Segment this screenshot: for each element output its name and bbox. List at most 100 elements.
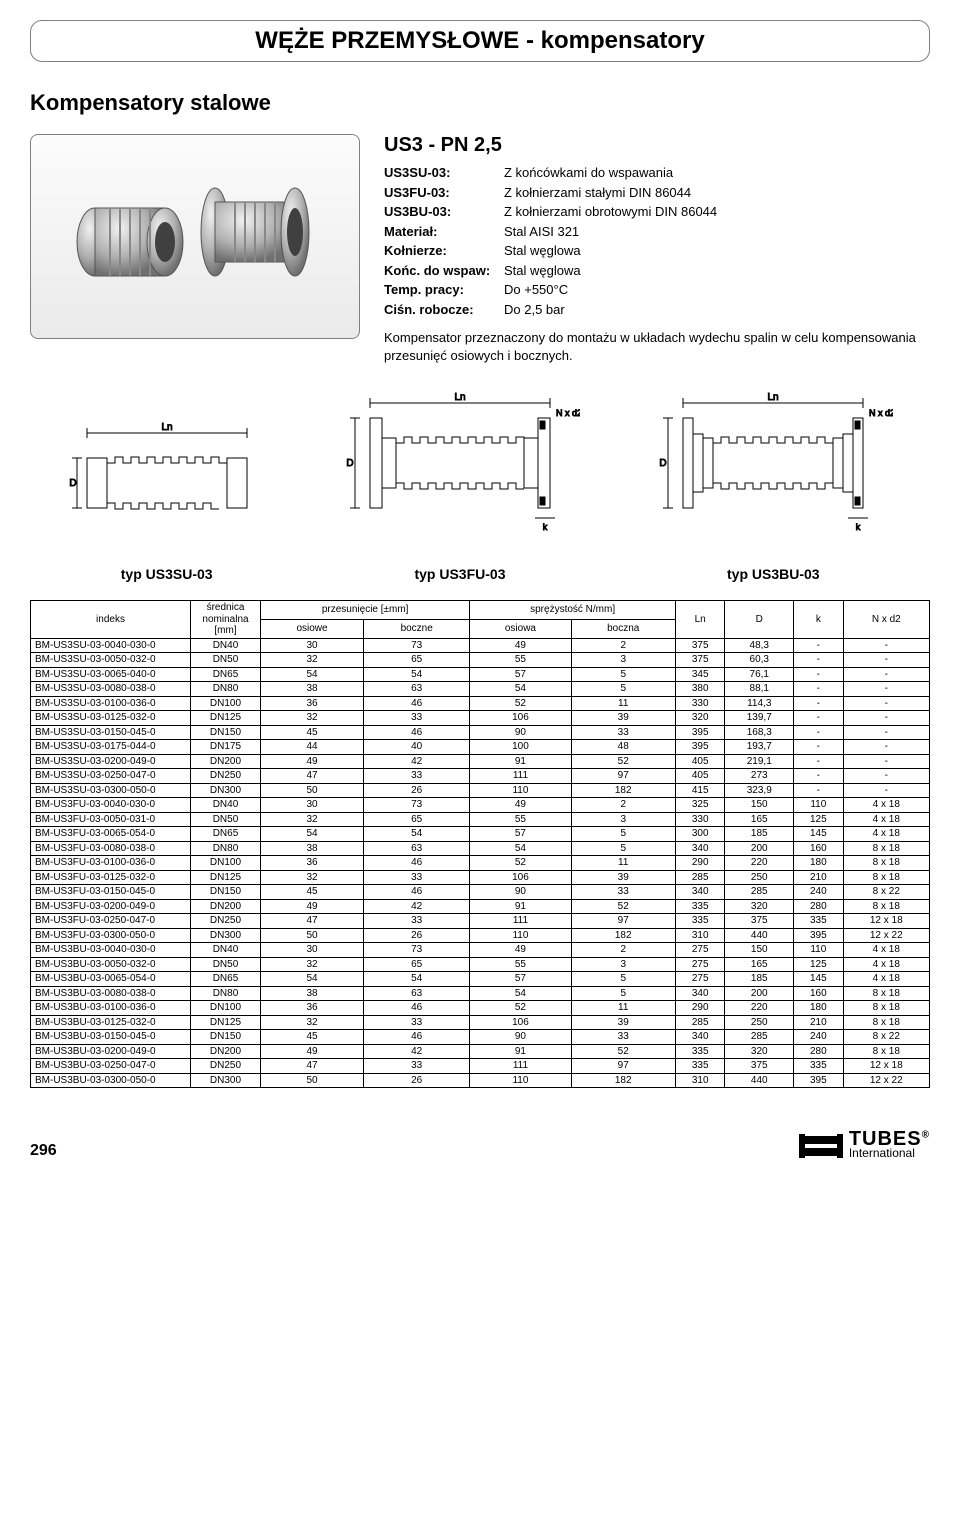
table-cell: 54 (470, 841, 571, 856)
table-cell: 240 (794, 1030, 844, 1045)
table-cell: 335 (794, 1059, 844, 1074)
table-cell: 250 (725, 1015, 794, 1030)
table-cell: 219,1 (725, 754, 794, 769)
svg-text:Ln: Ln (768, 392, 779, 403)
table-cell: DN100 (191, 1001, 261, 1016)
table-cell: 36 (261, 856, 364, 871)
table-cell: 33 (571, 1030, 675, 1045)
table-cell: BM-US3BU-03-0150-045-0 (31, 1030, 191, 1045)
table-cell: 330 (675, 812, 725, 827)
table-cell: 36 (261, 1001, 364, 1016)
table-cell: 50 (261, 783, 364, 798)
table-cell: 50 (261, 1073, 364, 1088)
table-cell: 3 (571, 653, 675, 668)
table-cell: 26 (364, 1073, 470, 1088)
table-cell: - (794, 783, 844, 798)
diagram-3: Ln N x d2 D k ty (653, 388, 893, 582)
svg-text:Ln: Ln (454, 392, 465, 403)
table-cell: 8 x 18 (843, 856, 929, 871)
table-row: BM-US3FU-03-0080-038-0DN8038635453402001… (31, 841, 930, 856)
table-cell: DN40 (191, 638, 261, 653)
table-cell: - (794, 638, 844, 653)
table-cell: 320 (675, 711, 725, 726)
table-cell: 300 (675, 827, 725, 842)
table-cell: 33 (364, 870, 470, 885)
table-cell: 240 (794, 885, 844, 900)
table-cell: 440 (725, 1073, 794, 1088)
table-cell: - (843, 754, 929, 769)
table-cell: 11 (571, 856, 675, 871)
table-cell: 48 (571, 740, 675, 755)
table-cell: 2 (571, 638, 675, 653)
table-cell: 5 (571, 682, 675, 697)
table-cell: BM-US3BU-03-0040-030-0 (31, 943, 191, 958)
table-cell: 60,3 (725, 653, 794, 668)
table-cell: 49 (470, 943, 571, 958)
table-cell: 110 (794, 943, 844, 958)
table-cell: 150 (725, 943, 794, 958)
table-row: BM-US3BU-03-0150-045-0DN1504546903334028… (31, 1030, 930, 1045)
table-cell: 63 (364, 986, 470, 1001)
th-boczna: boczna (571, 619, 675, 638)
table-cell: 12 x 22 (843, 928, 929, 943)
table-cell: DN250 (191, 769, 261, 784)
table-cell: 8 x 22 (843, 885, 929, 900)
table-cell: BM-US3BU-03-0065-054-0 (31, 972, 191, 987)
table-cell: BM-US3FU-03-0040-030-0 (31, 798, 191, 813)
table-cell: 345 (675, 667, 725, 682)
table-cell: 55 (470, 812, 571, 827)
table-cell: BM-US3FU-03-0080-038-0 (31, 841, 191, 856)
table-cell: 275 (675, 957, 725, 972)
table-cell: 39 (571, 870, 675, 885)
table-cell: 250 (725, 870, 794, 885)
table-cell: 440 (725, 928, 794, 943)
table-cell: BM-US3FU-03-0065-054-0 (31, 827, 191, 842)
table-cell: BM-US3FU-03-0300-050-0 (31, 928, 191, 943)
table-cell: DN300 (191, 1073, 261, 1088)
table-cell: 46 (364, 856, 470, 871)
spec-lines: US3SU-03:Z końcówkami do wspawaniaUS3FU-… (384, 163, 930, 319)
table-cell: 2 (571, 943, 675, 958)
table-cell: DN300 (191, 783, 261, 798)
table-row: BM-US3BU-03-0125-032-0DN1253233106392852… (31, 1015, 930, 1030)
table-cell: BM-US3SU-03-0125-032-0 (31, 711, 191, 726)
table-cell: 11 (571, 696, 675, 711)
table-cell: 73 (364, 798, 470, 813)
table-cell: 193,7 (725, 740, 794, 755)
th-ln: Ln (675, 601, 725, 639)
table-cell: - (843, 769, 929, 784)
table-cell: 45 (261, 1030, 364, 1045)
table-cell: 375 (675, 638, 725, 653)
table-cell: 33 (364, 1015, 470, 1030)
spec-value: Z kołnierzami obrotowymi DIN 86044 (504, 202, 930, 222)
table-cell: BM-US3SU-03-0200-049-0 (31, 754, 191, 769)
table-cell: 46 (364, 725, 470, 740)
table-cell: 210 (794, 870, 844, 885)
table-row: BM-US3SU-03-0175-044-0DN1754440100483951… (31, 740, 930, 755)
table-cell: 150 (725, 798, 794, 813)
table-cell: 65 (364, 653, 470, 668)
table-cell: DN100 (191, 856, 261, 871)
table-cell: 73 (364, 943, 470, 958)
table-cell: 91 (470, 754, 571, 769)
table-cell: 340 (675, 885, 725, 900)
table-cell: 220 (725, 1001, 794, 1016)
table-cell: 63 (364, 841, 470, 856)
table-cell: 5 (571, 972, 675, 987)
table-cell: 30 (261, 638, 364, 653)
table-cell: BM-US3FU-03-0200-049-0 (31, 899, 191, 914)
table-cell: 73 (364, 638, 470, 653)
spec-label: Kołnierze: (384, 241, 504, 261)
table-cell: 12 x 18 (843, 1059, 929, 1074)
table-cell: 12 x 22 (843, 1073, 929, 1088)
table-cell: 52 (470, 696, 571, 711)
table-cell: 65 (364, 812, 470, 827)
table-cell: DN100 (191, 696, 261, 711)
table-cell: - (794, 740, 844, 755)
th-przesuniecie: przesunięcie [±mm] (261, 601, 470, 620)
svg-text:D: D (69, 478, 76, 489)
svg-text:k: k (543, 522, 548, 532)
table-cell: BM-US3SU-03-0050-032-0 (31, 653, 191, 668)
table-cell: 57 (470, 972, 571, 987)
spec-value: Do +550°C (504, 280, 930, 300)
